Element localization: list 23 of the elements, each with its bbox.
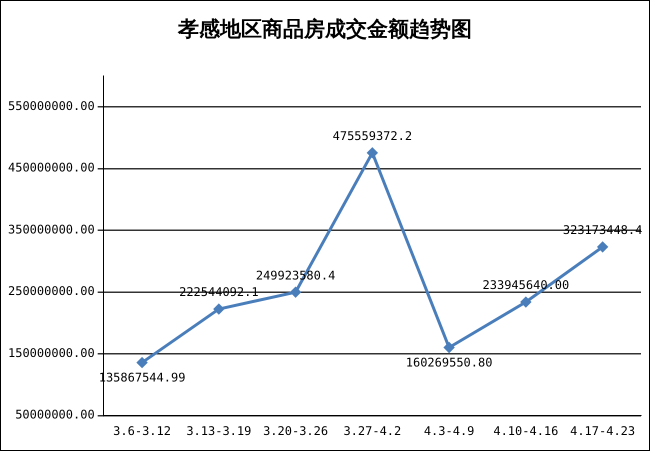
- y-tick-label: 350000000.00: [8, 222, 95, 236]
- y-tick-label: 250000000.00: [8, 284, 95, 298]
- point: [290, 286, 302, 298]
- chart-title: 孝感地区商品房成交金额趋势图: [176, 16, 473, 43]
- x-tick-label: 3.20-3.26: [263, 424, 328, 438]
- point: [213, 304, 224, 315]
- point: [520, 296, 532, 308]
- x-tick-label: 3.13-3.19: [186, 424, 252, 438]
- x-tick-label: 4.17-4.23: [570, 424, 636, 438]
- point: [366, 147, 378, 158]
- point: [444, 342, 455, 354]
- data-label: 160269550.80: [406, 356, 492, 370]
- data-label: 475559372.2: [332, 128, 412, 143]
- x-tick-label: 3.6-3.12: [113, 424, 171, 438]
- point: [597, 241, 608, 252]
- point: [136, 357, 148, 368]
- y-tick-label: 150000000.00: [8, 346, 95, 360]
- x-tick-label: 4.10-4.16: [493, 424, 558, 438]
- y-tick-label: 50000000.00: [15, 408, 95, 422]
- x-tick-label: 4.3-4.9: [424, 424, 474, 438]
- y-tick-label: 450000000.00: [8, 160, 95, 175]
- x-tick-label: 3.27-4.2: [343, 424, 402, 438]
- y-tick-label: 550000000.00: [8, 99, 95, 113]
